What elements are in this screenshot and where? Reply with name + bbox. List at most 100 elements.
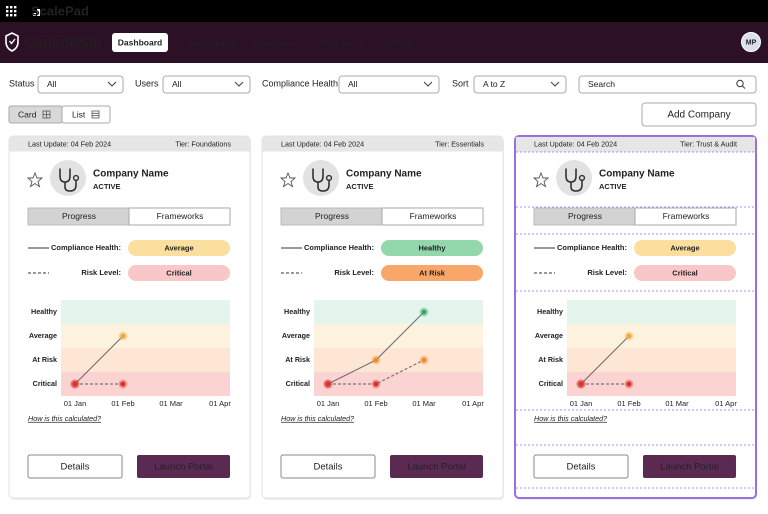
card-header: [516, 137, 755, 152]
details-button[interactable]: [533, 454, 629, 479]
last-update: Last Update: 04 Feb 2024: [281, 139, 364, 148]
y-tick-label: Average: [29, 331, 57, 340]
nav-item[interactable]: Integrations: [319, 37, 363, 47]
company-status: ACTIVE: [93, 182, 121, 191]
last-update: Last Update: 04 Feb 2024: [28, 139, 111, 148]
nav-active-pill[interactable]: [112, 33, 168, 52]
tab-frameworks[interactable]: [128, 207, 231, 226]
filter-label: Sort: [452, 78, 469, 88]
search-icon: [742, 85, 746, 89]
search-box[interactable]: [578, 75, 757, 94]
brand: ScalePad: [31, 3, 89, 18]
metric-label: Compliance Health:: [304, 243, 374, 252]
y-tick-label: Critical: [539, 379, 563, 388]
y-tick-label: Healthy: [284, 307, 310, 316]
status-pill: [381, 265, 483, 281]
toggle-label: Card: [18, 109, 37, 119]
nav-item[interactable]: Assessment: [188, 37, 235, 47]
x-tick-label: 01 Feb: [617, 399, 640, 408]
details-button[interactable]: [27, 454, 123, 479]
favorite-star[interactable]: [532, 171, 550, 188]
y-tick-label: Healthy: [31, 307, 57, 316]
apps-icon[interactable]: [6, 6, 17, 17]
risk-point: [578, 381, 584, 387]
status-pill-label: Critical: [672, 268, 697, 277]
tab-frameworks[interactable]: [381, 207, 484, 226]
add-company-button[interactable]: [641, 102, 757, 127]
risk-point: [373, 381, 379, 387]
compliance-point: [373, 357, 379, 363]
scalepad-logo-icon: [33, 9, 40, 16]
details-label[interactable]: Details: [313, 462, 342, 473]
tab-frameworks[interactable]: [634, 207, 737, 226]
risk-point: [325, 381, 331, 387]
help-link[interactable]: How is this calculated?: [28, 414, 101, 423]
health-band: [567, 348, 736, 372]
x-tick-label: 01 Apr: [462, 399, 484, 408]
company-status: ACTIVE: [599, 182, 627, 191]
metric-label: Risk Level:: [81, 268, 121, 277]
x-tick-label: 01 Apr: [715, 399, 737, 408]
toggle-label: List: [72, 109, 86, 119]
company-name: Company Name: [346, 169, 422, 180]
last-update: Last Update: 04 Feb 2024: [534, 139, 617, 148]
tab-label[interactable]: Frameworks: [410, 211, 457, 221]
nav-item[interactable]: Settings: [385, 37, 416, 47]
company-avatar: [303, 160, 339, 196]
stethoscope-icon: [325, 174, 333, 182]
y-tick-label: Critical: [33, 379, 57, 388]
launch-portal-label[interactable]: Launch Portal: [407, 462, 466, 473]
details-label[interactable]: Details: [60, 462, 89, 473]
chevron: [107, 81, 117, 87]
status-pill-label: Average: [164, 243, 193, 252]
launch-portal-label[interactable]: Launch Portal: [154, 462, 213, 473]
stethoscope-icon: [72, 174, 80, 182]
nav-item[interactable]: Documents: [255, 37, 298, 47]
chevron: [234, 81, 244, 87]
risk-point: [120, 381, 126, 387]
filter-select[interactable]: [473, 75, 567, 94]
favorite-star[interactable]: [26, 171, 44, 188]
launch-portal-button[interactable]: [137, 455, 230, 478]
tier: Tier: Foundations: [175, 139, 231, 148]
filter-label: Status: [9, 78, 35, 88]
tab-label[interactable]: Progress: [315, 211, 349, 221]
health-band: [61, 372, 230, 396]
card-header: [9, 136, 250, 152]
details-button[interactable]: [280, 454, 376, 479]
risk-point: [626, 381, 632, 387]
y-tick-label: At Risk: [32, 355, 57, 364]
nav-item[interactable]: Dashboard: [118, 37, 162, 47]
filter-select[interactable]: [162, 75, 251, 94]
favorite-star[interactable]: [279, 171, 297, 188]
tab-label[interactable]: Progress: [568, 211, 602, 221]
filter-select[interactable]: [338, 75, 440, 94]
details-label[interactable]: Details: [566, 462, 595, 473]
add-company-label: Add Company: [667, 110, 730, 121]
company-name: Company Name: [93, 169, 169, 180]
status-pill-label: Average: [670, 243, 699, 252]
compliance-point: [626, 333, 632, 339]
avatar-initials: MP: [746, 39, 757, 46]
health-band: [567, 300, 736, 324]
y-tick-label: Critical: [286, 379, 310, 388]
tier: Tier: Essentials: [435, 139, 484, 148]
search-icon: [736, 79, 744, 88]
x-tick-label: 01 Apr: [209, 399, 231, 408]
avatar[interactable]: [741, 32, 761, 52]
launch-portal-label[interactable]: Launch Portal: [660, 462, 719, 473]
launch-portal-button[interactable]: [643, 455, 736, 478]
tab-label[interactable]: Progress: [62, 211, 96, 221]
tab-label[interactable]: Frameworks: [663, 211, 710, 221]
filter-value: All: [172, 79, 182, 89]
help-link[interactable]: How is this calculated?: [534, 414, 607, 423]
product-name: ControlMap: [24, 34, 102, 51]
controlmap-logo: [5, 32, 19, 52]
filter-select[interactable]: [37, 75, 124, 94]
health-band: [61, 348, 230, 372]
filter-value: A to Z: [483, 79, 505, 89]
tab-label[interactable]: Frameworks: [157, 211, 204, 221]
help-link[interactable]: How is this calculated?: [281, 414, 354, 423]
launch-portal-button[interactable]: [390, 455, 483, 478]
toggle-list[interactable]: [61, 105, 111, 124]
